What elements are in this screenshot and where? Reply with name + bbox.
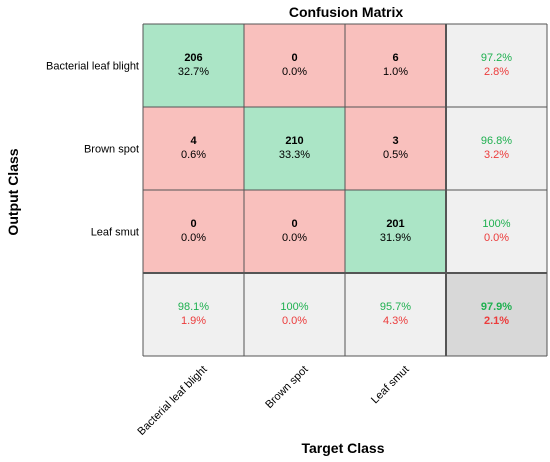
matrix-cell-1-1: 206 32.7% — [143, 24, 244, 107]
cell-percent: 0.6% — [181, 149, 206, 161]
y-axis-label: Output Class — [5, 148, 21, 235]
matrix-cell-1-3: 6 1.0% — [345, 24, 446, 107]
row-summary-cell-2: 96.8% 3.2% — [446, 107, 547, 190]
matrix-grid — [142, 23, 548, 357]
cell-percent: 1.0% — [383, 66, 408, 78]
summary-correct: 100% — [482, 218, 510, 230]
summary-incorrect: 0.0% — [282, 315, 307, 327]
cell-count: 0 — [291, 52, 297, 64]
cell-background — [345, 24, 446, 107]
cell-background — [446, 273, 547, 356]
col-summary-cell-1: 98.1% 1.9% — [143, 273, 244, 356]
matrix-cell-2-3: 3 0.5% — [345, 107, 446, 190]
cell-background — [446, 190, 547, 273]
cell-percent: 31.9% — [380, 232, 411, 244]
cell-percent: 0.0% — [181, 232, 206, 244]
cell-count: 210 — [285, 135, 303, 147]
summary-correct: 95.7% — [380, 301, 411, 313]
matrix-cell-3-1: 0 0.0% — [143, 190, 244, 273]
cell-count: 6 — [392, 52, 398, 64]
cell-count: 201 — [386, 218, 404, 230]
cell-background — [345, 273, 446, 356]
cell-background — [345, 190, 446, 273]
row-label-bacterial-leaf-blight: Bacterial leaf blight — [46, 61, 139, 73]
row-label-brown-spot: Brown spot — [84, 144, 139, 156]
row-summary-cell-1: 97.2% 2.8% — [446, 24, 547, 107]
summary-incorrect: 4.3% — [383, 315, 408, 327]
cell-count: 0 — [291, 218, 297, 230]
cell-count: 3 — [392, 135, 398, 147]
cell-background — [446, 107, 547, 190]
summary-incorrect: 2.8% — [484, 66, 509, 78]
cell-background — [143, 190, 244, 273]
cell-background — [143, 273, 244, 356]
cell-count: 0 — [190, 218, 196, 230]
cell-percent: 33.3% — [279, 149, 310, 161]
cell-background — [345, 107, 446, 190]
summary-correct: 97.2% — [481, 52, 512, 64]
col-label-leaf-smut: Leaf smut — [369, 364, 412, 407]
chart-title: Confusion Matrix — [289, 4, 404, 20]
matrix-cell-1-2: 0 0.0% — [244, 24, 345, 107]
summary-incorrect: 0.0% — [484, 232, 509, 244]
cell-background — [143, 107, 244, 190]
col-summary-cell-2: 100% 0.0% — [244, 273, 345, 356]
cell-count: 206 — [184, 52, 202, 64]
summary-correct: 98.1% — [178, 301, 209, 313]
cell-background — [143, 24, 244, 107]
cell-background — [244, 190, 345, 273]
cell-background — [244, 24, 345, 107]
summary-correct: 100% — [280, 301, 308, 313]
col-summary-cell-3: 95.7% 4.3% — [345, 273, 446, 356]
matrix-cell-3-2: 0 0.0% — [244, 190, 345, 273]
summary-correct: 96.8% — [481, 135, 512, 147]
cell-percent: 0.0% — [282, 66, 307, 78]
matrix-cell-3-3: 201 31.9% — [345, 190, 446, 273]
cell-background — [244, 107, 345, 190]
overall-accuracy-cell: 97.9% 2.1% — [446, 273, 547, 356]
matrix-cell-2-1: 4 0.6% — [143, 107, 244, 190]
matrix-cells: 206 32.7% 0 0.0% 6 1.0% 4 0.6% 210 33.3% 3 0.5% 0 0.0… — [143, 24, 547, 356]
cell-percent: 0.0% — [282, 232, 307, 244]
matrix-cell-2-2: 210 33.3% — [244, 107, 345, 190]
overall-correct: 97.9% — [481, 301, 512, 313]
row-summary-cell-3: 100% 0.0% — [446, 190, 547, 273]
col-label-bacterial-leaf-blight: Bacterial leaf blight — [135, 364, 209, 438]
summary-incorrect: 3.2% — [484, 149, 509, 161]
cell-percent: 32.7% — [178, 66, 209, 78]
col-label-brown-spot: Brown spot — [263, 364, 310, 411]
cell-count: 4 — [190, 135, 197, 147]
cell-percent: 0.5% — [383, 149, 408, 161]
summary-incorrect: 1.9% — [181, 315, 206, 327]
overall-incorrect: 2.1% — [484, 315, 509, 327]
x-axis-label: Target Class — [302, 440, 385, 456]
cell-background — [244, 273, 345, 356]
cell-background — [446, 24, 547, 107]
row-label-leaf-smut: Leaf smut — [91, 227, 139, 239]
